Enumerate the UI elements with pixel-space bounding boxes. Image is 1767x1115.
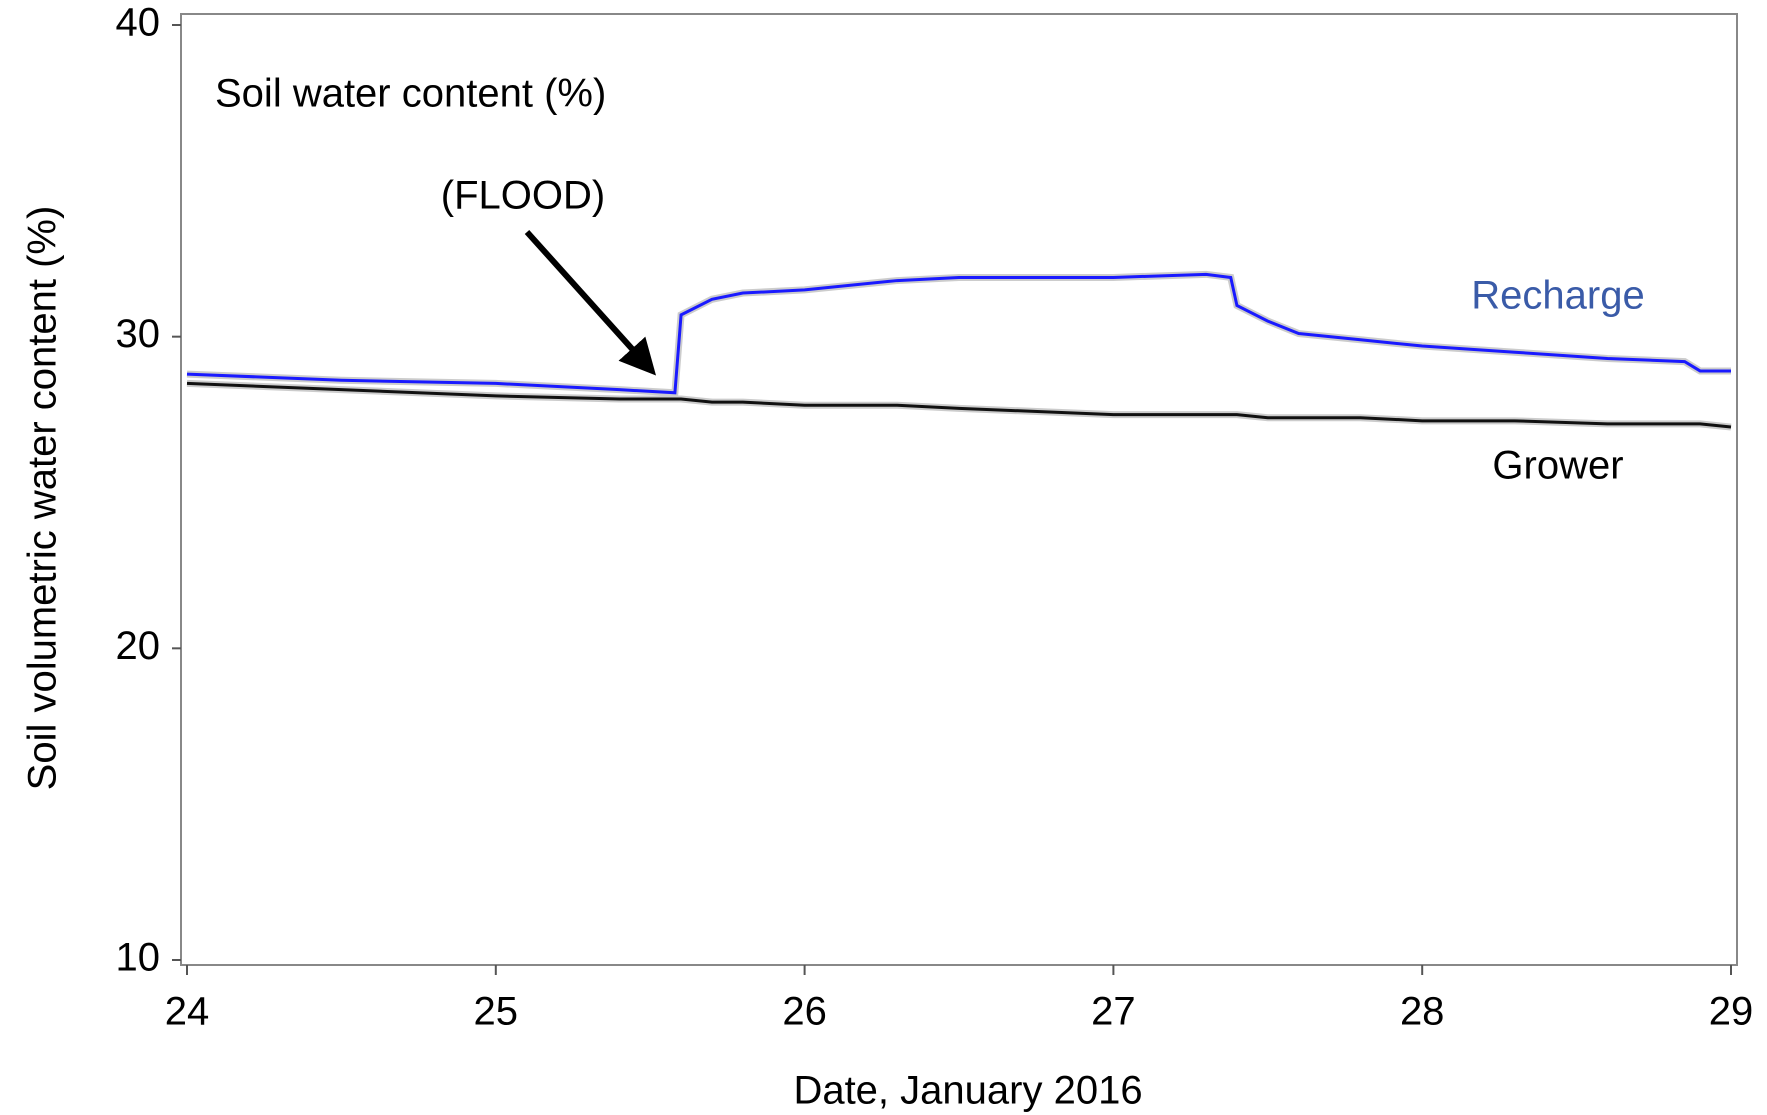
annotation: Soil water content (%) — [215, 72, 606, 116]
series-label: Grower — [1492, 444, 1623, 488]
series-label: Recharge — [1471, 274, 1644, 318]
annotation-arrow — [524, 229, 657, 376]
x-tick-label: 27 — [1091, 990, 1136, 1034]
x-tick-label: 28 — [1400, 990, 1445, 1034]
y-axis-label: Soil volumetric water content (%) — [21, 206, 65, 791]
x-tick-label: 26 — [782, 990, 827, 1034]
y-tick-label: 30 — [116, 312, 161, 356]
x-axis-label: Date, January 2016 — [793, 1069, 1142, 1113]
y-tick-label: 40 — [116, 1, 161, 45]
y-tick-label: 20 — [116, 624, 161, 668]
plot-frame — [180, 13, 1738, 966]
x-tick-label: 25 — [474, 990, 519, 1034]
x-tick-label: 24 — [165, 990, 210, 1034]
series-line — [186, 381, 1732, 429]
series-line — [186, 272, 1731, 395]
x-tick-label: 29 — [1709, 990, 1754, 1034]
y-tick-label: 10 — [116, 936, 161, 980]
annotation: (FLOOD) — [441, 174, 605, 218]
